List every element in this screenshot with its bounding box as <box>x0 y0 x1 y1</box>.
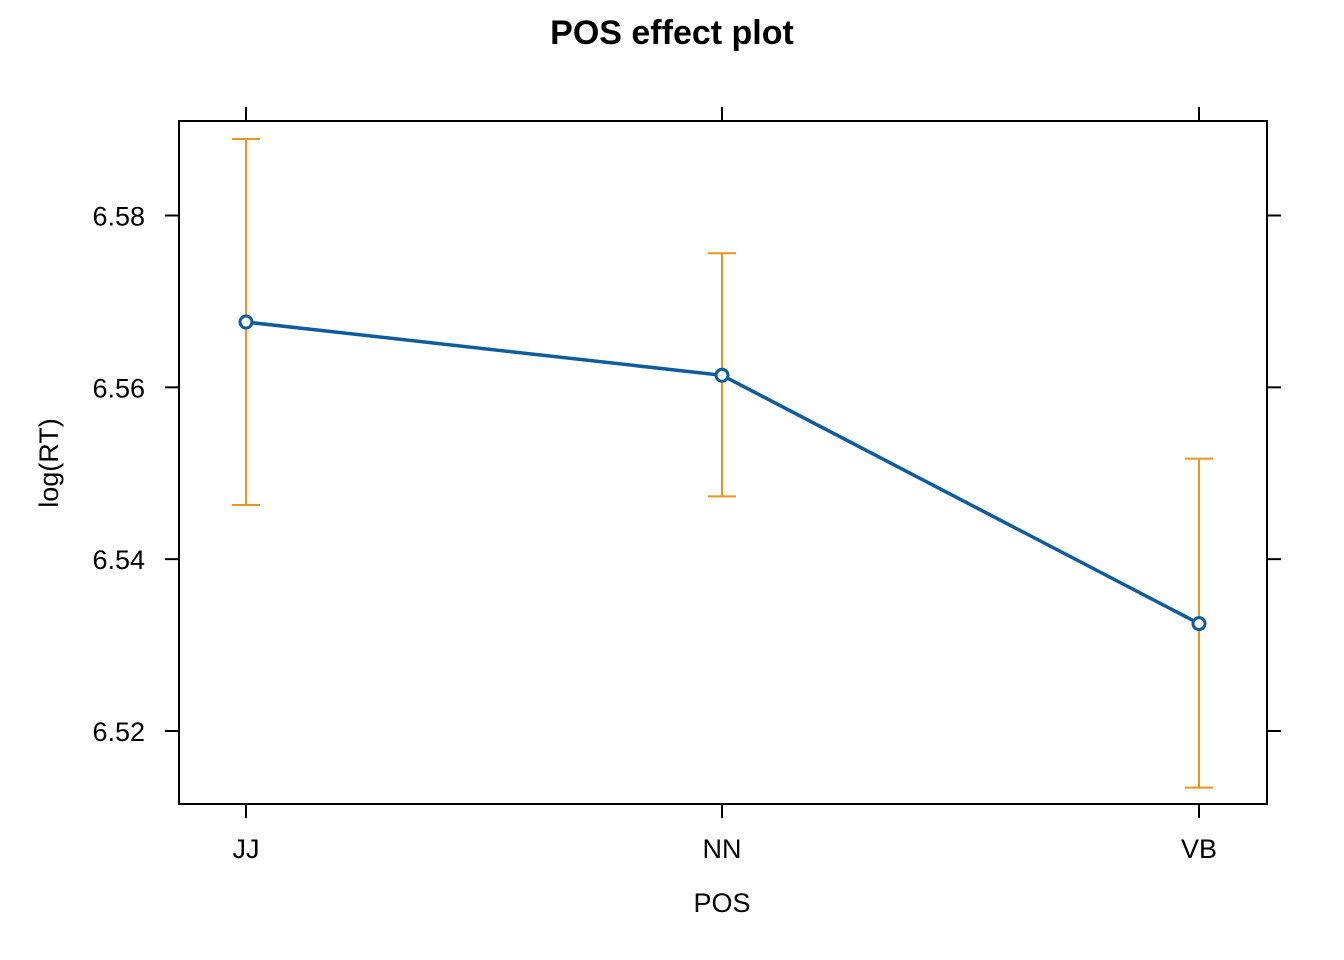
y-tick-label: 6.54 <box>92 545 145 575</box>
y-axis: 6.52 6.54 6.56 6.58 <box>92 202 1281 747</box>
effect-series <box>238 314 1207 632</box>
x-tick-label: JJ <box>233 834 260 864</box>
y-axis-label: log(RT) <box>34 418 64 508</box>
confidence-intervals <box>232 138 1213 789</box>
y-tick-label: 6.56 <box>92 373 145 403</box>
effect-point <box>238 314 254 330</box>
effect-point <box>714 367 730 383</box>
y-tick-label: 6.52 <box>92 717 145 747</box>
chart-title: POS effect plot <box>550 14 794 52</box>
effect-point <box>1191 616 1207 632</box>
x-axis: JJ NN VB <box>233 107 1217 864</box>
y-tick-label: 6.58 <box>92 202 145 232</box>
x-axis-label: POS <box>693 888 750 918</box>
x-tick-label: VB <box>1181 834 1217 864</box>
x-tick-label: NN <box>703 834 742 864</box>
